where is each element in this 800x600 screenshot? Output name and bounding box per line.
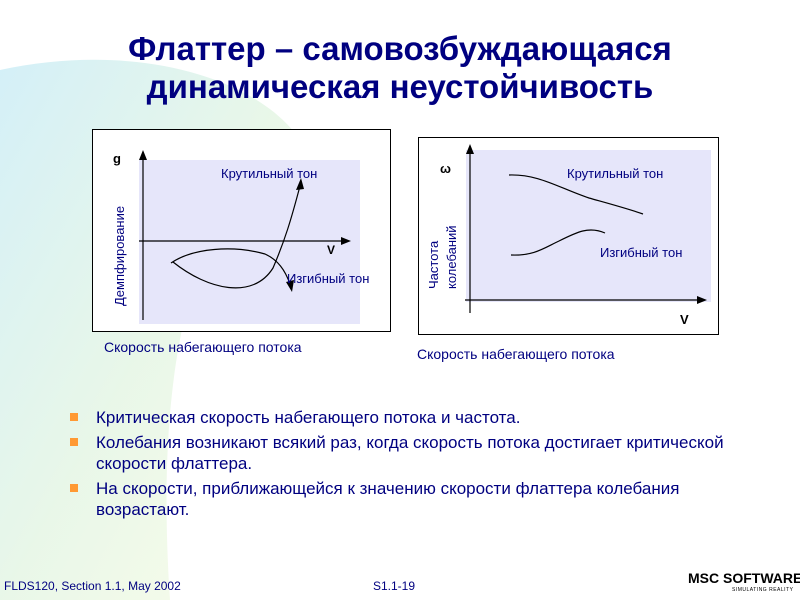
frequency-plot-area: [466, 150, 711, 302]
footer-course-info: FLDS120, Section 1.1, May 2002: [4, 579, 181, 593]
damping-y-symbol: g: [113, 151, 121, 166]
title-line-2: динамическая неустойчивость: [146, 68, 654, 105]
frequency-bending-label: Изгибный тон: [600, 245, 682, 260]
damping-bending-curve: [170, 248, 291, 285]
bullet-square-icon: [70, 484, 78, 492]
frequency-y-arrow: [466, 144, 474, 154]
bullet-square-icon: [70, 413, 78, 421]
title-line-1: Флаттер – самовозбуждающаяся: [128, 30, 672, 67]
footer-slide-number: S1.1-19: [373, 579, 416, 593]
damping-plot-caption: Скорость набегающего потока: [104, 339, 302, 355]
damping-x-arrow: [341, 237, 351, 245]
frequency-torsion-label: Крутильный тон: [567, 166, 663, 181]
damping-plot-area: [139, 160, 360, 324]
damping-torsion-curve: [172, 185, 301, 289]
slide-title: Флаттер – самовозбуждающаяся динамическа…: [70, 30, 730, 106]
damping-bending-label: Изгибный тон: [287, 271, 369, 286]
damping-plot-panel: g V Демпфирование Крутильный тон Изгибны…: [92, 129, 391, 332]
bullet-list: Критическая скорость набегающего потока …: [70, 407, 750, 524]
frequency-x-symbol: V: [680, 312, 689, 327]
damping-bending-arrow: [286, 280, 294, 292]
logo-main-text: MSC SOFTWARE: [688, 570, 800, 586]
bullet-item: Критическая скорость набегающего потока …: [70, 407, 750, 428]
damping-torsion-label: Крутильный тон: [221, 166, 317, 181]
logo-tagline: SIMULATING REALITY: [732, 587, 794, 593]
frequency-torsion-curve: [508, 174, 644, 215]
msc-software-logo: MSC SOFTWARE SIMULATING REALITY: [688, 568, 800, 598]
frequency-x-arrow: [697, 296, 707, 304]
damping-y-arrow: [139, 150, 147, 160]
bullet-text: На скорости, приближающейся к значению с…: [96, 479, 680, 519]
frequency-y-label-line1: Частота: [426, 240, 441, 289]
bullet-text: Критическая скорость набегающего потока …: [96, 408, 521, 427]
damping-y-label: Демпфирование: [112, 206, 127, 306]
frequency-plot-panel: ω V Частота колебаний Крутильный тон Изг…: [418, 137, 719, 335]
bullet-item: На скорости, приближающейся к значению с…: [70, 478, 750, 520]
frequency-y-symbol: ω: [440, 161, 451, 176]
frequency-bending-curve: [510, 229, 606, 256]
bullet-square-icon: [70, 438, 78, 446]
bullet-item: Колебания возникают всякий раз, когда ск…: [70, 432, 750, 474]
damping-plot: g V Демпфирование Крутильный тон Изгибны…: [112, 150, 369, 324]
bullet-text: Колебания возникают всякий раз, когда ск…: [96, 433, 724, 473]
frequency-y-label-line2: колебаний: [444, 225, 459, 289]
damping-x-symbol: V: [327, 243, 335, 257]
damping-torsion-arrow: [296, 178, 304, 190]
frequency-plot: ω V Частота колебаний Крутильный тон Изг…: [426, 144, 711, 327]
frequency-plot-caption: Скорость набегающего потока: [417, 346, 615, 362]
